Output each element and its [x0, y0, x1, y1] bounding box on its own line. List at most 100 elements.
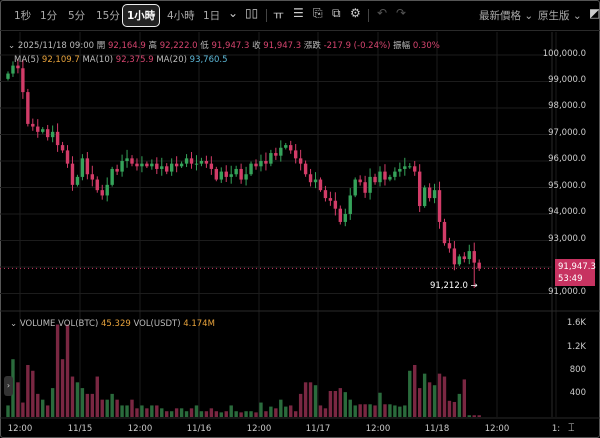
volume-bar — [398, 406, 402, 417]
price-tick: 96,000.0 — [548, 154, 586, 164]
list-icon[interactable]: ☰ — [293, 6, 304, 20]
vol-usdt-label: VOL(USDT) — [133, 319, 181, 329]
candlestick-icon[interactable]: ▯▯ — [245, 6, 259, 20]
volume-bar — [343, 392, 347, 417]
candle-body — [155, 163, 159, 169]
volume-bar — [338, 388, 343, 417]
volume-bar — [90, 393, 95, 417]
volume-bar — [135, 408, 139, 417]
chevron-down-icon[interactable]: ⌄ — [228, 6, 239, 20]
change-value: -217.9 (-0.24%) — [323, 41, 391, 51]
volume-bar — [363, 404, 367, 417]
volume-bar — [179, 408, 184, 417]
interval-4h[interactable]: 4小時 — [167, 10, 195, 22]
interval-1h[interactable]: 1小時 — [122, 4, 161, 27]
price-tick: 100,000.0 — [542, 49, 586, 59]
volume-bar — [437, 373, 442, 417]
candle-body — [95, 179, 99, 191]
volume-bar — [219, 412, 223, 417]
interval-1d[interactable]: 1日 — [203, 10, 221, 22]
interval-1s[interactable]: 1秒 — [14, 10, 32, 22]
candle-body — [417, 171, 422, 207]
indicator-icon[interactable]: ㅠ — [273, 8, 285, 22]
candle-body — [348, 195, 352, 214]
volume-bar — [417, 388, 422, 417]
volume-bar — [254, 412, 258, 417]
volume-bar — [368, 404, 372, 417]
low-label: 低 — [200, 41, 209, 51]
candle-body — [452, 248, 457, 265]
time-tick: 12:00 — [365, 424, 391, 434]
candle-body — [368, 176, 372, 193]
volume-bar — [6, 405, 10, 417]
volume-bar — [75, 382, 80, 417]
axis-scale-icon[interactable]: ⌶ — [568, 421, 575, 434]
volume-bar — [383, 404, 387, 417]
candle-body — [422, 187, 427, 207]
volume-bar — [145, 408, 149, 417]
candle-body — [41, 129, 45, 132]
volume-bar — [348, 399, 352, 417]
drawing-icon[interactable]: ⎘ — [313, 6, 323, 20]
vol-btc-value: 45.329 — [101, 319, 131, 329]
volume-bar — [427, 382, 432, 417]
time-tick: 11/17 — [305, 424, 331, 434]
volume-bar — [323, 408, 328, 417]
candle-body — [90, 174, 95, 180]
candle-body — [293, 150, 298, 159]
chart-style-select[interactable]: 原生版 ⌄ — [538, 10, 582, 22]
candle-body — [214, 168, 219, 180]
candle-body — [413, 166, 417, 172]
undo-icon[interactable]: ↶ — [377, 6, 388, 20]
low-marker: 91,212.0 → — [430, 281, 478, 291]
interval-1m[interactable]: 1分 — [40, 10, 58, 22]
volume-bar — [373, 405, 377, 417]
candle-body — [284, 145, 288, 148]
volume-bar — [239, 412, 243, 417]
candle-body — [204, 161, 209, 164]
candle-body — [388, 176, 392, 180]
volume-bar — [120, 405, 124, 417]
candle-body — [26, 92, 30, 124]
candle-body — [358, 179, 362, 183]
price-type-select[interactable]: 最新價格 ⌄ — [479, 10, 534, 22]
collapse-icon[interactable]: ⌄ — [10, 319, 18, 329]
volume-bar — [274, 408, 278, 417]
volume-bar — [229, 405, 233, 417]
candle-body — [383, 171, 387, 180]
volume-bar — [408, 370, 412, 417]
volume-bar — [110, 393, 114, 417]
template-icon[interactable]: ⧉ — [332, 6, 341, 20]
interval-15m[interactable]: 15分 — [96, 10, 120, 22]
candle-body — [289, 145, 293, 151]
volume-bar — [318, 405, 323, 417]
candle-body — [313, 179, 318, 183]
candle-body — [274, 153, 278, 156]
volume-bar — [308, 382, 313, 417]
expand-icon[interactable]: ◩ — [589, 6, 600, 20]
candle-body — [209, 163, 214, 169]
collapse-icon[interactable]: ⌄ — [8, 41, 16, 51]
volume-bar — [313, 385, 318, 417]
volume-legend: ⌄ VOLUME VOL(BTC) 45.329 VOL(USDT) 4.174… — [10, 319, 215, 329]
candle-body — [269, 153, 273, 164]
gear-icon[interactable]: ⚙ — [350, 6, 361, 20]
candle-body — [65, 150, 70, 164]
volume-bar — [303, 382, 308, 417]
volume-bar — [393, 405, 397, 417]
volume-bar — [204, 411, 209, 417]
vol-btc-label: VOL(BTC) — [58, 319, 99, 329]
time-tick: 12:00 — [127, 424, 153, 434]
candle-body — [160, 166, 164, 169]
candle-body — [467, 251, 471, 260]
expand-panel-handle[interactable]: › — [4, 376, 13, 396]
volume-bar — [55, 324, 60, 417]
interval-5m[interactable]: 5分 — [68, 10, 86, 22]
redo-icon[interactable]: ↷ — [396, 6, 407, 20]
volume-bar — [60, 359, 65, 417]
candle-body — [36, 126, 40, 132]
candle-body — [50, 131, 55, 138]
volume-bar — [214, 411, 219, 417]
candle-body — [85, 158, 90, 175]
